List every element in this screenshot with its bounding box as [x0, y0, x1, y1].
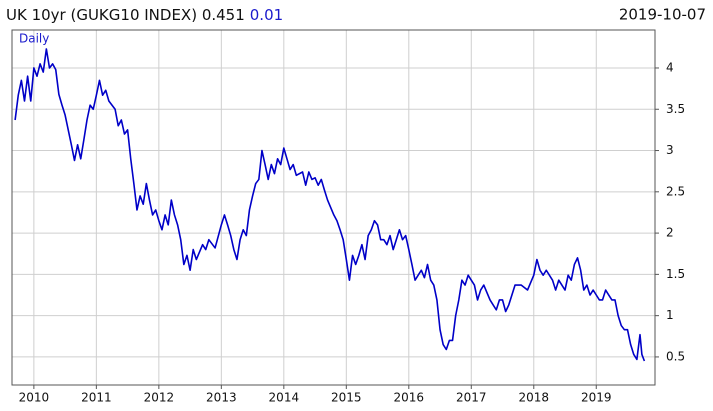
line-series [14, 48, 646, 362]
x-tick-label: 2013 [206, 391, 237, 405]
plot-frame [11, 29, 656, 386]
x-tick-label: 2014 [269, 391, 300, 405]
title-text: UK 10yr (GUKG10 INDEX) 0.451 [6, 6, 245, 24]
date: 2019-10-07 [619, 6, 706, 24]
chart-title: UK 10yr (GUKG10 INDEX) 0.451 0.01 [6, 6, 283, 24]
x-tick-label: 2018 [519, 391, 550, 405]
x-tick-label: 2015 [331, 391, 362, 405]
y-tick-label: 2 [666, 226, 674, 240]
y-tick-label: 1 [666, 308, 674, 322]
x-tick-label: 2016 [394, 391, 425, 405]
x-tick-label: 2010 [19, 391, 50, 405]
frequency-label: Daily [19, 32, 49, 46]
y-tick-label: 1.5 [666, 267, 685, 281]
y-tick-label: 0.5 [666, 349, 685, 363]
y-tick-label: 3.5 [666, 102, 685, 116]
y-tick-label: 2.5 [666, 184, 685, 198]
y-tick-label: 4 [666, 60, 674, 74]
y-tick-label: 3 [666, 143, 674, 157]
x-tick-label: 2011 [81, 391, 112, 405]
x-tick-label: 2017 [456, 391, 487, 405]
x-tick-label: 2019 [581, 391, 612, 405]
change: 0.01 [250, 6, 283, 24]
x-tick-label: 2012 [144, 391, 175, 405]
